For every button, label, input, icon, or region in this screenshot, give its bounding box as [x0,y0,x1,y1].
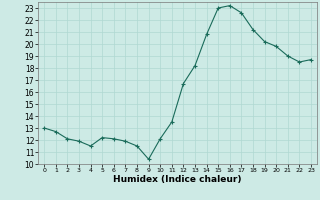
X-axis label: Humidex (Indice chaleur): Humidex (Indice chaleur) [113,175,242,184]
